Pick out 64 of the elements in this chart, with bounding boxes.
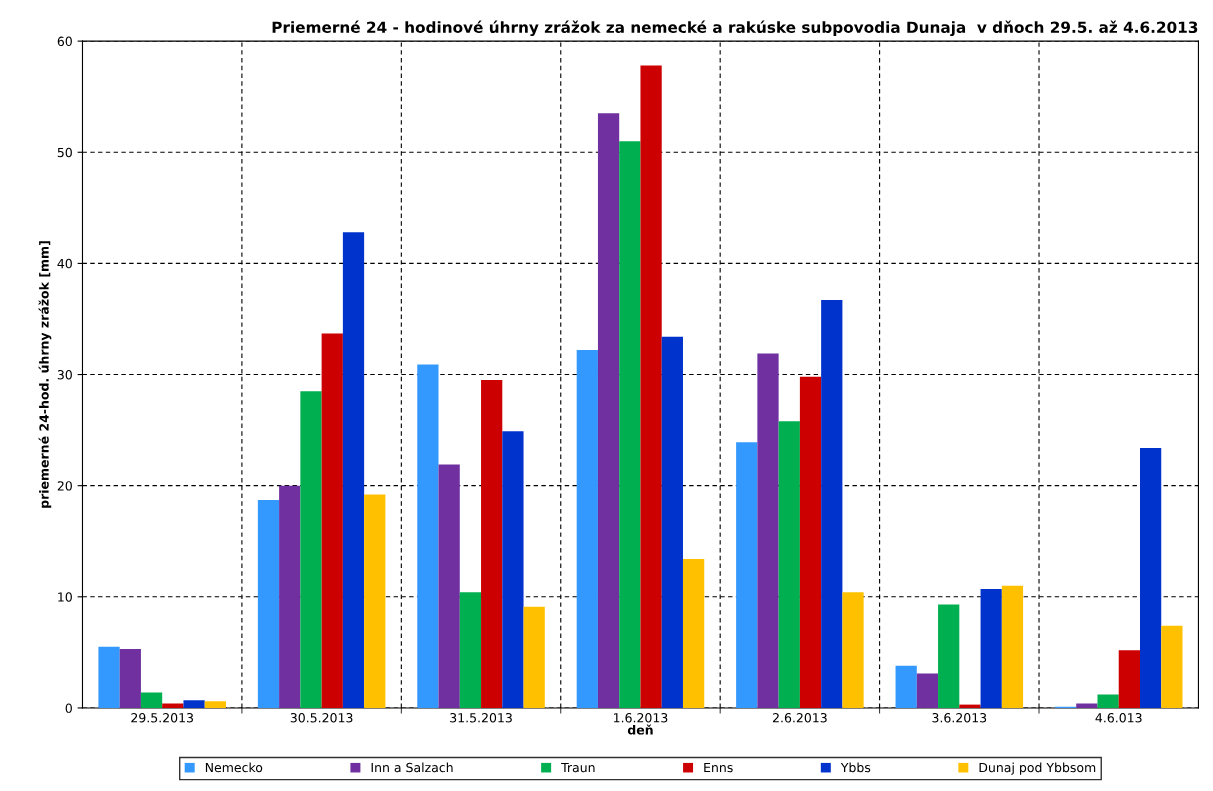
bar: [1161, 625, 1183, 708]
y-tick-label: 20: [57, 481, 72, 491]
bar: [938, 604, 960, 708]
bar: [1139, 447, 1162, 708]
x-axis-title: deň: [627, 724, 653, 735]
bar: [523, 606, 545, 708]
y-tick-label: 60: [57, 36, 72, 47]
bar: [842, 592, 864, 708]
legend-label: Nemecko: [205, 762, 263, 773]
bar: [502, 431, 524, 708]
bar: [481, 380, 503, 708]
bar: [778, 421, 800, 708]
legend-label: Enns: [704, 762, 733, 773]
bar: [204, 701, 226, 708]
bar: [140, 692, 163, 708]
bar: [661, 336, 683, 708]
bar: [1076, 703, 1098, 708]
y-tick-label: 50: [57, 147, 72, 158]
legend-label: Traun: [561, 762, 595, 773]
bar: [119, 649, 141, 708]
bar: [321, 333, 343, 708]
bar: [682, 559, 705, 708]
x-tick-label: 4.6.013: [1095, 713, 1142, 723]
bar: [183, 700, 205, 708]
bar: [1097, 694, 1119, 708]
bar: [98, 646, 120, 708]
bar: [279, 485, 301, 708]
chart-title: Priemerné 24 - hodinové úhrny zrážok za nemecké a rakúske subpovodia Dunaja v dňoch 29.5. až 4.6.2013: [272, 20, 1198, 37]
bar: [821, 300, 843, 708]
legend-label: Ybbs: [840, 762, 871, 773]
bar: [300, 391, 322, 708]
y-tick-label: 30: [57, 370, 72, 380]
bar: [757, 353, 779, 708]
bar: [959, 704, 981, 708]
bar: [438, 464, 460, 708]
bar: [1118, 650, 1140, 708]
y-tick-label: 10: [58, 592, 72, 602]
bar: [619, 141, 641, 708]
legend-label: Inn a Salzach: [371, 762, 453, 773]
y-tick-label: 40: [57, 258, 72, 269]
bar: [736, 442, 758, 708]
x-tick-label: 3.6.2013: [932, 713, 987, 723]
bar: [257, 500, 280, 708]
bar: [459, 592, 482, 708]
bar: [162, 703, 184, 708]
bar: [364, 494, 386, 708]
bar: [640, 65, 662, 708]
bar: [417, 364, 439, 708]
x-tick-label: 1.6.2013: [614, 713, 668, 723]
bar: [799, 376, 822, 708]
x-tick-label: 2.6.2013: [772, 713, 827, 723]
bar: [597, 113, 620, 708]
bar: [342, 232, 365, 708]
bar: [916, 673, 939, 708]
y-tick-label: 0: [65, 703, 72, 713]
x-tick-label: 29.5.2013: [131, 713, 193, 723]
bar: [980, 589, 1002, 708]
x-tick-label: 30.5.2013: [290, 713, 353, 723]
legend-label: Dunaj pod Ybbsom: [979, 762, 1096, 775]
bar: [1001, 585, 1024, 708]
bar: [895, 665, 917, 708]
bar: [576, 350, 598, 708]
x-tick-label: 31.5.2013: [450, 713, 512, 723]
y-axis-title: priemerné 24-hod. úhrny zrážok [mm]: [38, 241, 52, 508]
